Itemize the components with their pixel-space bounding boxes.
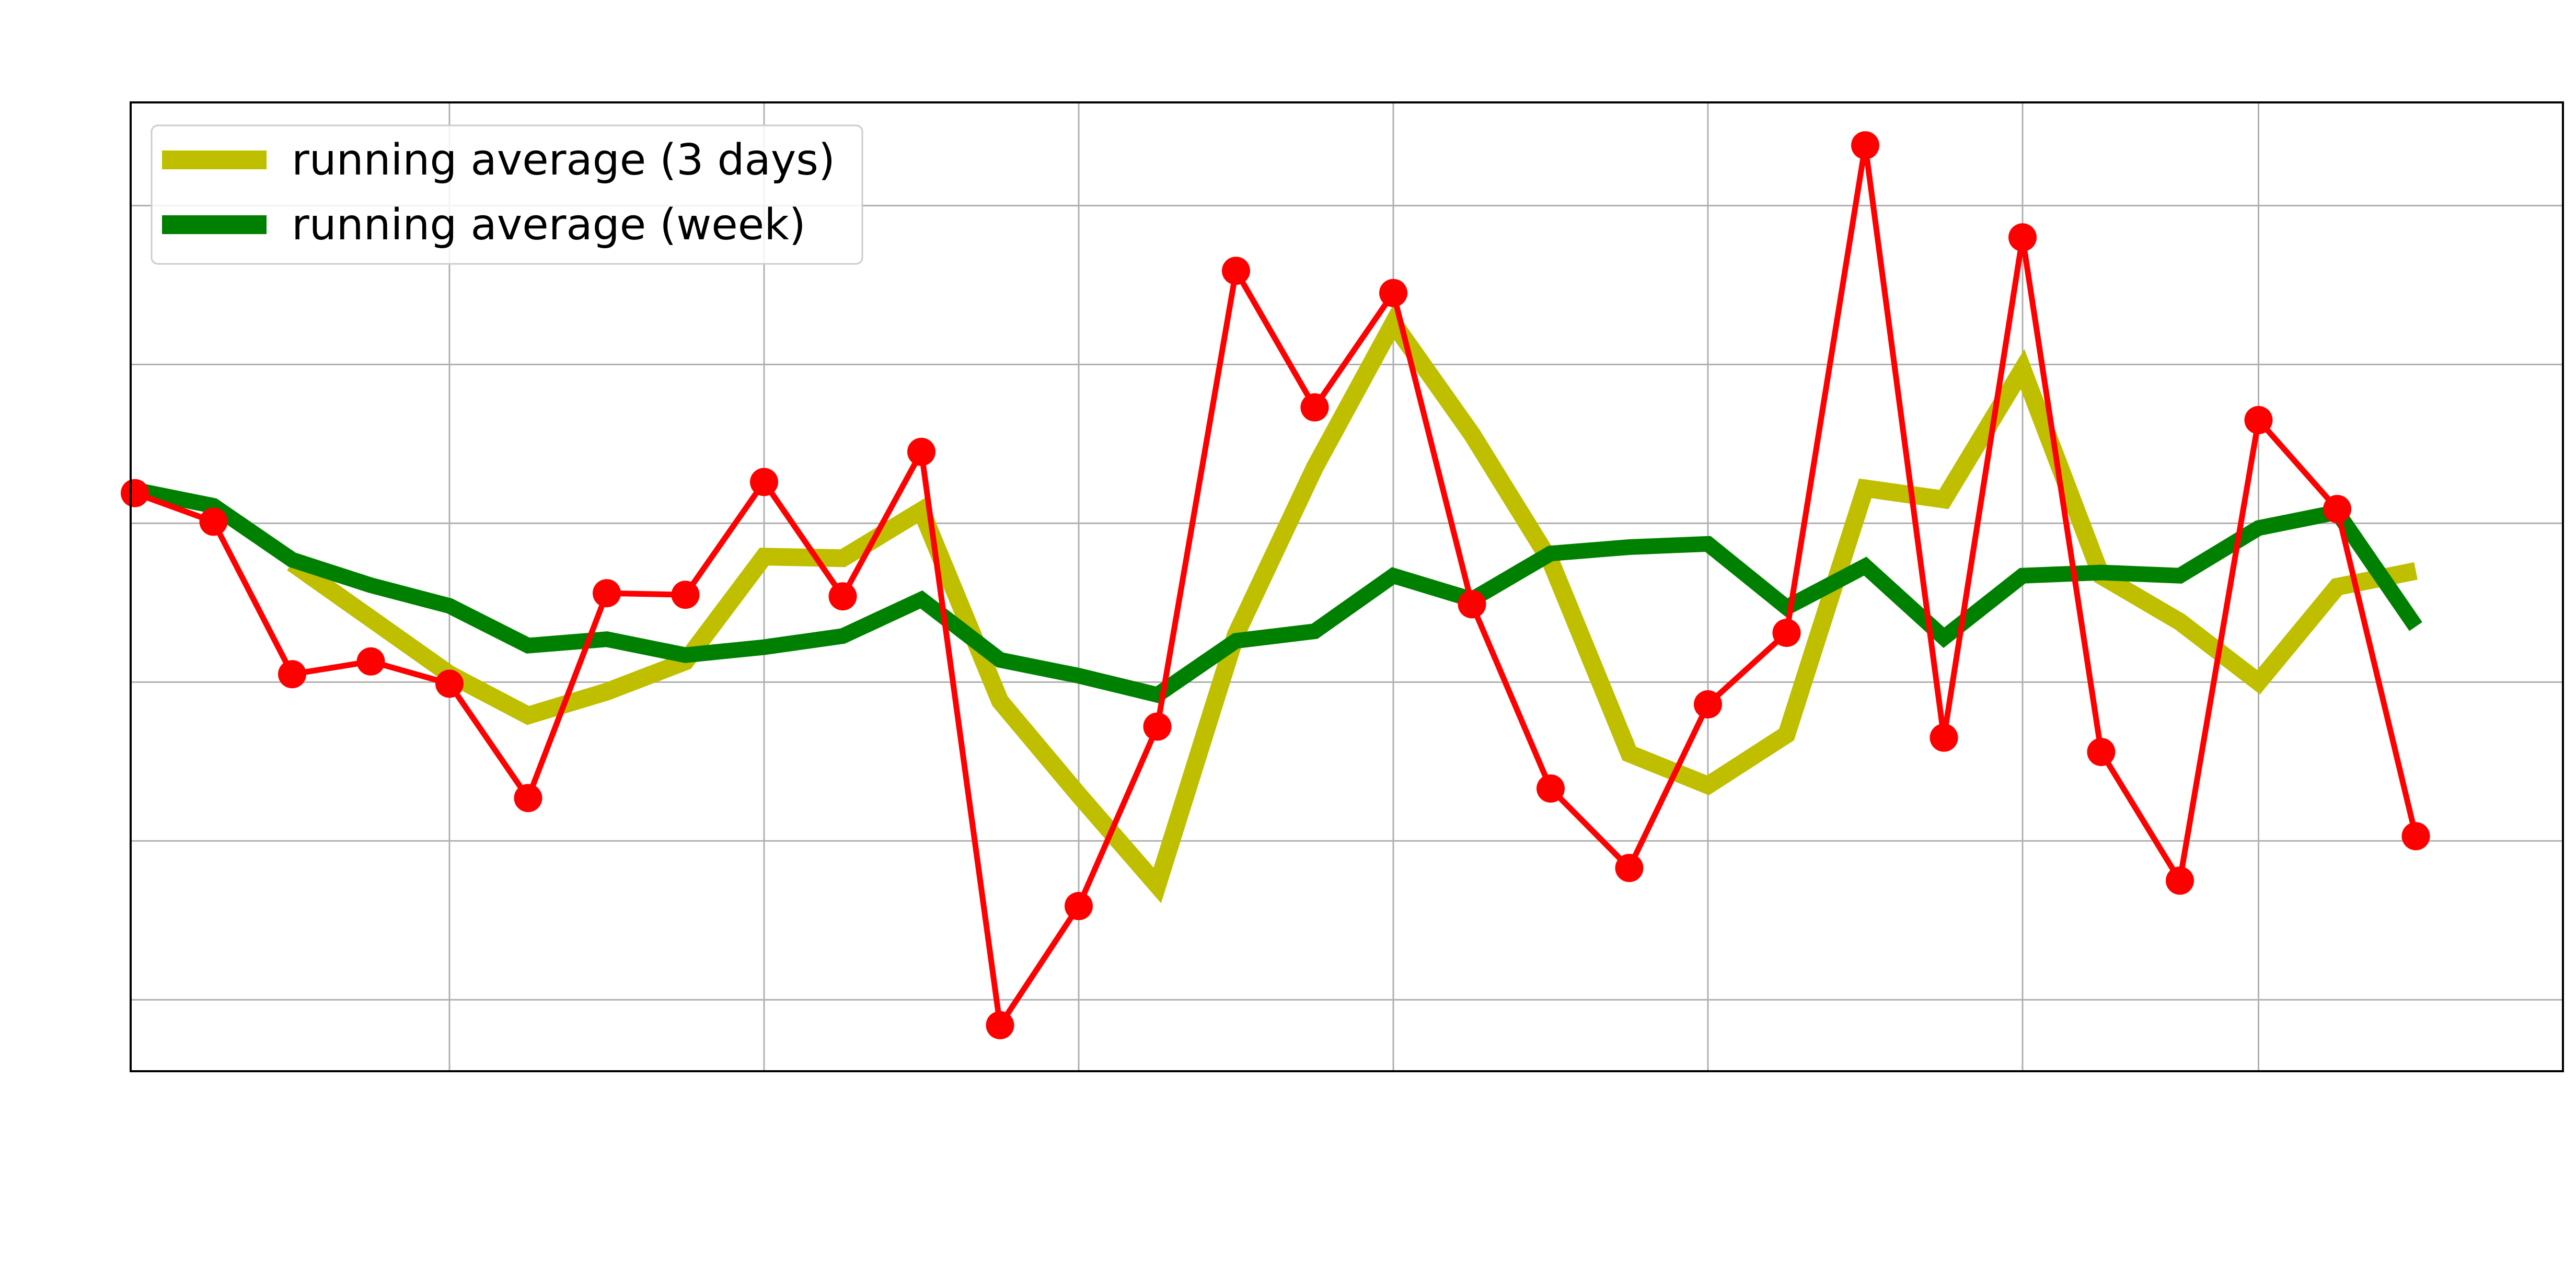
daily-point-19 — [1615, 854, 1644, 882]
daily-point-14 — [1222, 257, 1250, 285]
daily-point-6 — [593, 579, 621, 608]
daily-point-2 — [278, 660, 306, 689]
daily-point-22 — [1851, 131, 1879, 160]
daily-point-15 — [1300, 393, 1329, 422]
legend-box — [151, 124, 863, 265]
series-line-avg3 — [287, 306, 2418, 903]
legend: running average (3 days) running average… — [151, 124, 863, 265]
daily-point-29 — [2401, 822, 2430, 851]
daily-point-10 — [907, 437, 935, 466]
daily-point-21 — [1772, 619, 1801, 647]
daily-point-11 — [986, 1011, 1014, 1039]
plot-frame — [130, 101, 2564, 1072]
data-points — [121, 131, 2430, 1039]
series-line-daily — [134, 145, 2419, 1034]
daily-point-1 — [199, 507, 228, 536]
daily-point-0 — [121, 479, 149, 507]
legend-label-week: running average (week) — [292, 200, 806, 250]
daily-point-5 — [514, 784, 542, 813]
daily-point-7 — [671, 581, 700, 609]
daily-point-8 — [750, 468, 778, 496]
daily-point-13 — [1143, 712, 1172, 741]
daily-point-17 — [1458, 590, 1486, 619]
daily-point-27 — [2244, 405, 2273, 434]
daily-point-28 — [2323, 495, 2351, 524]
daily-point-26 — [2166, 866, 2194, 895]
daily-point-20 — [1694, 690, 1722, 719]
legend-label-avg3: running average (3 days) — [292, 135, 835, 185]
grid — [131, 102, 2563, 1071]
series-line-week — [133, 482, 2422, 703]
daily-point-9 — [828, 582, 857, 611]
daily-point-16 — [1379, 279, 1407, 307]
daily-point-23 — [1930, 723, 1958, 752]
daily-point-18 — [1537, 774, 1565, 803]
daily-point-12 — [1065, 891, 1093, 920]
daily-point-24 — [2008, 223, 2037, 252]
daily-point-3 — [356, 647, 385, 676]
daily-point-4 — [435, 669, 464, 698]
plot-lines — [133, 145, 2422, 1034]
daily-point-25 — [2087, 738, 2116, 767]
